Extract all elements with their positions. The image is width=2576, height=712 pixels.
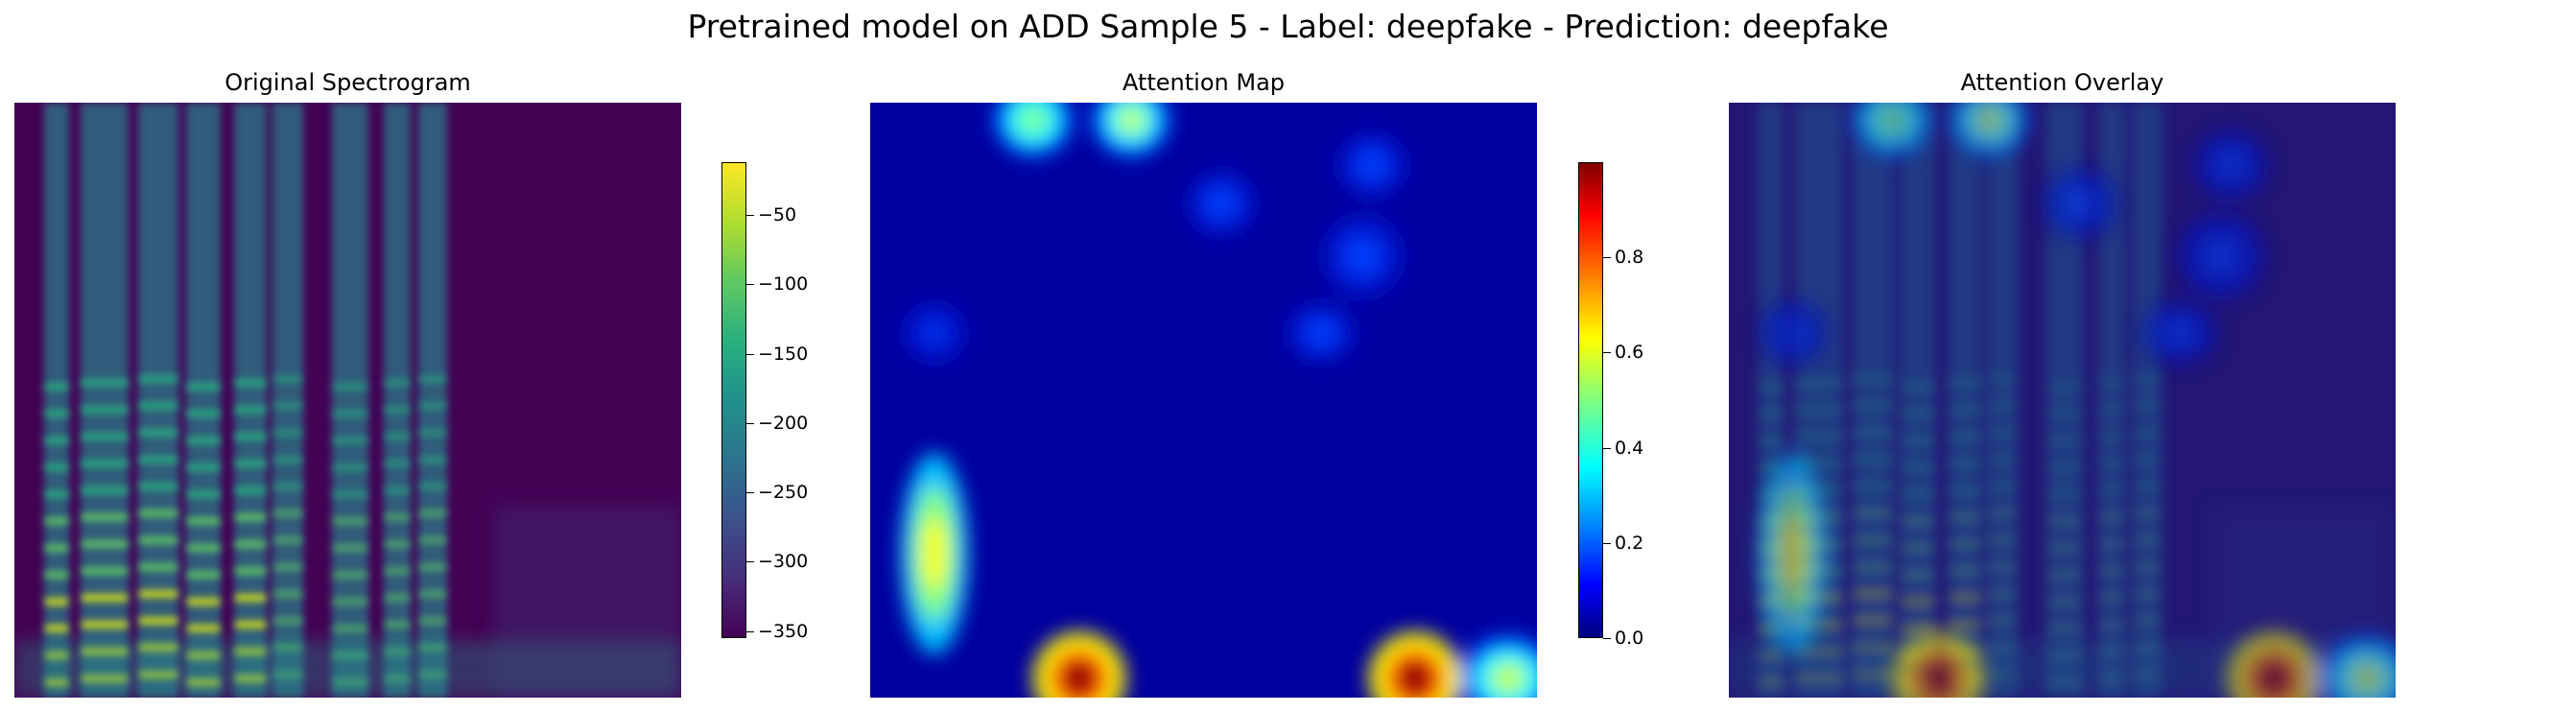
spectrogram-colorbar-tick-label: −150 bbox=[758, 343, 809, 365]
attention-colorbar-tick bbox=[1603, 257, 1611, 259]
spectrogram-title: Original Spectrogram bbox=[225, 69, 471, 96]
spectrogram-colorbar bbox=[721, 162, 746, 638]
overlay-attention bbox=[1759, 103, 2396, 698]
spectrogram-colorbar-tick bbox=[746, 284, 754, 286]
spectrogram-colorbar-tick-label: −300 bbox=[758, 551, 809, 573]
attention-map-title: Attention Map bbox=[1122, 69, 1286, 96]
figure-title: Pretrained model on ADD Sample 5 - Label… bbox=[687, 8, 1889, 45]
attention-colorbar-tick-label: 0.6 bbox=[1615, 342, 1644, 364]
spectrogram-colorbar-tick bbox=[746, 561, 754, 563]
spectrogram-colorbar-tick bbox=[746, 214, 754, 216]
attention-blobs bbox=[900, 103, 1537, 698]
attention-colorbar-tick-label: 0.4 bbox=[1615, 437, 1644, 459]
attention-map-panel bbox=[870, 103, 1537, 698]
spectrogram-panel bbox=[14, 103, 681, 698]
spectrogram-colorbar-tick bbox=[746, 492, 754, 494]
spectrogram-colorbar-tick-label: −50 bbox=[758, 203, 797, 225]
overlay-title: Attention Overlay bbox=[1960, 69, 2164, 96]
spectrogram-colorbar-tick-label: −100 bbox=[758, 273, 809, 296]
spectrogram-colorbar-tick bbox=[746, 630, 754, 632]
attention-colorbar-tick-label: 0.8 bbox=[1615, 247, 1644, 269]
spectrogram-colorbar-tick-label: −350 bbox=[758, 620, 809, 642]
spectrogram-colorbar-tick bbox=[746, 353, 754, 355]
overlay-panel bbox=[1729, 103, 2396, 698]
attention-colorbar-tick bbox=[1603, 638, 1611, 639]
spectrogram-colorbar-tick-label: −250 bbox=[758, 482, 809, 504]
attention-colorbar-tick bbox=[1603, 352, 1611, 354]
attention-colorbar-tick-label: 0.2 bbox=[1615, 532, 1644, 554]
attention-colorbar-tick bbox=[1603, 542, 1611, 544]
spectrogram-colorbar-tick-label: −200 bbox=[758, 412, 809, 434]
spectrogram-image bbox=[14, 103, 681, 698]
attention-colorbar-tick bbox=[1603, 447, 1611, 449]
attention-colorbar-tick-label: 0.0 bbox=[1615, 628, 1644, 649]
spectrogram-colorbar-tick bbox=[746, 422, 754, 424]
attention-colorbar bbox=[1578, 162, 1603, 638]
